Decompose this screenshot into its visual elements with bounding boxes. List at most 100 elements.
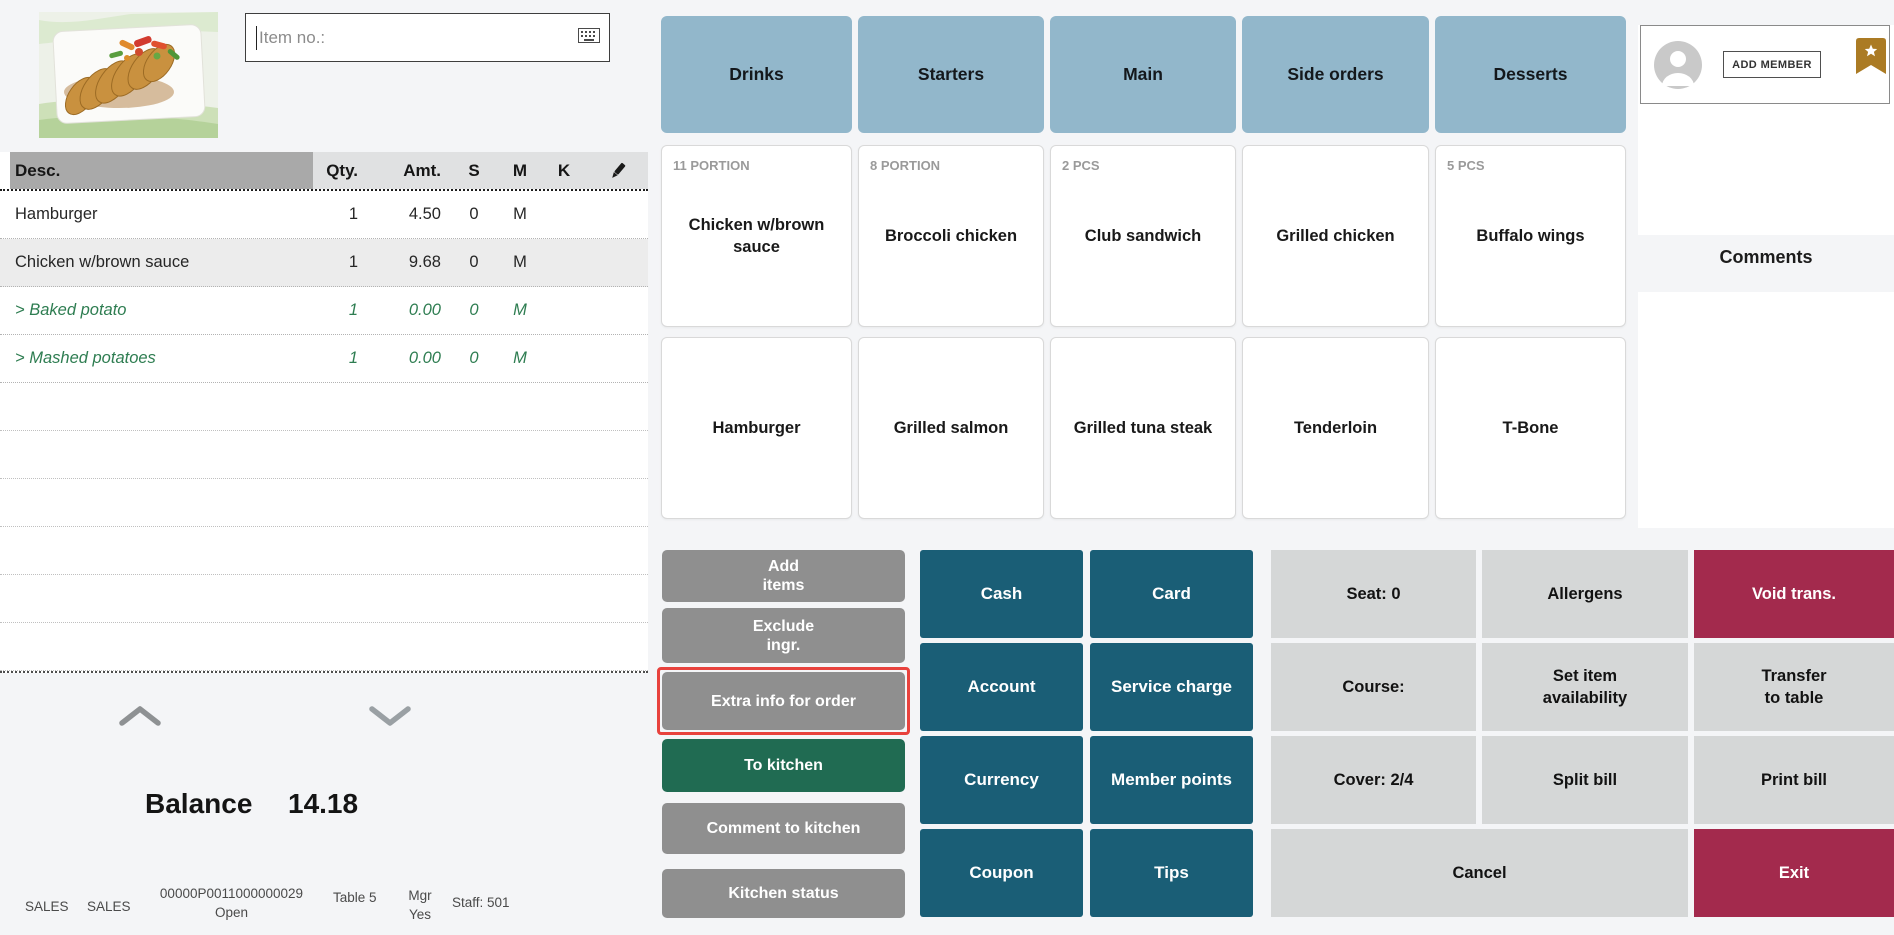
line-k xyxy=(540,335,588,382)
comments-label: Comments xyxy=(1719,247,1813,267)
dish-photo xyxy=(39,12,218,138)
line-qty: 1 xyxy=(348,349,358,367)
menu-item-label: Grilled chicken xyxy=(1276,227,1395,245)
order-line-empty xyxy=(0,431,648,479)
menu-item-grilled-tuna-steak[interactable]: Grilled tuna steak xyxy=(1050,337,1236,519)
menu-item-buffalo-wings[interactable]: 5 PCS Buffalo wings xyxy=(1435,145,1626,327)
menu-item-label: Club sandwich xyxy=(1084,227,1202,245)
category-main[interactable]: Main xyxy=(1050,16,1236,133)
split-bill-button[interactable]: Split bill xyxy=(1482,736,1688,824)
order-line-modifier[interactable]: > Baked potato 1 0.00 0 M xyxy=(0,287,648,335)
cancel-button[interactable]: Cancel xyxy=(1271,829,1688,917)
to-kitchen-button[interactable]: To kitchen xyxy=(662,739,905,792)
order-line-empty xyxy=(0,479,648,527)
menu-item-t-bone[interactable]: T-Bone xyxy=(1435,337,1626,519)
order-line[interactable]: Hamburger 1 4.50 0 M xyxy=(0,191,648,239)
status-manager: Mgr Yes xyxy=(398,886,442,924)
header-amt: Amt. xyxy=(365,152,448,189)
line-m: M xyxy=(513,349,527,367)
cash-button[interactable]: Cash xyxy=(920,550,1083,638)
status-pos-mode: SALES xyxy=(25,899,69,914)
header-qty: Qty. xyxy=(313,152,365,189)
comment-to-kitchen-button[interactable]: Comment to kitchen xyxy=(662,803,905,854)
line-qty: 1 xyxy=(348,205,358,223)
item-no-input[interactable]: Item no.: xyxy=(245,13,610,62)
line-amt: 0.00 xyxy=(408,301,441,319)
keyboard-icon[interactable] xyxy=(578,27,600,48)
menu-item-grilled-chicken[interactable]: Grilled chicken xyxy=(1242,145,1429,327)
menu-item-chicken-w-brown-sauce[interactable]: 11 PORTION Chicken w/brown sauce xyxy=(661,145,852,327)
status-receipt: 00000P0011000000029 Open xyxy=(149,884,314,922)
category-drinks[interactable]: Drinks xyxy=(661,16,852,133)
card-button[interactable]: Card xyxy=(1090,550,1253,638)
account-button[interactable]: Account xyxy=(920,643,1083,731)
menu-item-hamburger[interactable]: Hamburger xyxy=(661,337,852,519)
line-k xyxy=(540,191,588,238)
portion-badge: 5 PCS xyxy=(1447,158,1485,173)
add-member-button[interactable]: ADD MEMBER xyxy=(1723,51,1821,78)
menu-item-broccoli-chicken[interactable]: 8 PORTION Broccoli chicken xyxy=(858,145,1044,327)
order-lines-table: Desc. Qty. Amt. S M K Hamburger 1 4.50 0… xyxy=(0,152,648,673)
transfer-to-table-button[interactable]: Transfer to table xyxy=(1694,643,1894,731)
menu-grid: 11 PORTION Chicken w/brown sauce 8 PORTI… xyxy=(661,145,1626,519)
course-button[interactable]: Course: xyxy=(1271,643,1476,731)
add-items-button[interactable]: Add items xyxy=(662,550,905,602)
menu-item-label: T-Bone xyxy=(1502,419,1559,437)
scroll-down-button[interactable] xyxy=(360,698,420,732)
coupon-button[interactable]: Coupon xyxy=(920,829,1083,917)
line-amt: 0.00 xyxy=(408,349,441,367)
allergens-button[interactable]: Allergens xyxy=(1482,550,1688,638)
extra-info-for-order-button[interactable]: Extra info for order xyxy=(662,672,905,730)
line-qty: 1 xyxy=(348,253,358,271)
balance-value: 14.18 xyxy=(288,788,359,819)
status-bar: SALES SALES 00000P0011000000029 Open Tab… xyxy=(0,883,648,935)
currency-button[interactable]: Currency xyxy=(920,736,1083,824)
line-k xyxy=(540,287,588,334)
header-k: K xyxy=(540,152,588,189)
service-charge-button[interactable]: Service charge xyxy=(1090,643,1253,731)
category-desserts[interactable]: Desserts xyxy=(1435,16,1626,133)
status-table: Table 5 xyxy=(333,890,377,905)
menu-item-label: Grilled tuna steak xyxy=(1073,419,1213,437)
line-s: 0 xyxy=(469,301,479,319)
kitchen-status-button[interactable]: Kitchen status xyxy=(662,869,905,918)
header-s: S xyxy=(448,152,500,189)
order-line-modifier[interactable]: > Mashed potatoes 1 0.00 0 M xyxy=(0,335,648,383)
menu-item-grilled-salmon[interactable]: Grilled salmon xyxy=(858,337,1044,519)
void-trans-button[interactable]: Void trans. xyxy=(1694,550,1894,638)
set-item-availability-button[interactable]: Set item availability xyxy=(1482,643,1688,731)
comments-area[interactable] xyxy=(1638,292,1894,528)
item-no-placeholder: Item no.: xyxy=(259,27,326,47)
print-bill-button[interactable]: Print bill xyxy=(1694,736,1894,824)
order-table-header: Desc. Qty. Amt. S M K xyxy=(0,152,648,191)
chevron-up-icon xyxy=(119,706,161,726)
category-side-orders[interactable]: Side orders xyxy=(1242,16,1429,133)
line-k xyxy=(540,239,588,286)
exclude-ingredients-button[interactable]: Exclude ingr. xyxy=(662,608,905,663)
category-starters[interactable]: Starters xyxy=(858,16,1044,133)
tips-button[interactable]: Tips xyxy=(1090,829,1253,917)
scroll-up-button[interactable] xyxy=(110,698,170,732)
status-sales-type: SALES xyxy=(87,899,131,914)
menu-item-tenderloin[interactable]: Tenderloin xyxy=(1242,337,1429,519)
member-points-button[interactable]: Member points xyxy=(1090,736,1253,824)
payment-grid: Cash Card Account Service charge Currenc… xyxy=(920,550,1253,917)
edit-pencil-icon[interactable] xyxy=(588,152,648,189)
menu-item-label: Broccoli chicken xyxy=(884,227,1018,245)
header-m: M xyxy=(500,152,540,189)
receipt-status: Open xyxy=(214,905,249,920)
line-qty: 1 xyxy=(348,301,358,319)
category-row: Drinks Starters Main Side orders Dessert… xyxy=(661,16,1626,133)
menu-item-label: Chicken w/brown sauce xyxy=(688,216,825,256)
menu-item-club-sandwich[interactable]: 2 PCS Club sandwich xyxy=(1050,145,1236,327)
cover-button[interactable]: Cover: 2/4 xyxy=(1271,736,1476,824)
portion-badge: 2 PCS xyxy=(1062,158,1100,173)
portion-badge: 8 PORTION xyxy=(870,158,941,173)
seat-button[interactable]: Seat: 0 xyxy=(1271,550,1476,638)
loyalty-ribbon-icon[interactable] xyxy=(1856,38,1886,74)
line-m: M xyxy=(513,205,527,223)
function-grid: Seat: 0 Allergens Void trans. Course: Se… xyxy=(1271,550,1894,917)
exit-button[interactable]: Exit xyxy=(1694,829,1894,917)
chevron-down-icon xyxy=(369,706,411,726)
order-line[interactable]: Chicken w/brown sauce 1 9.68 0 M xyxy=(0,239,648,287)
